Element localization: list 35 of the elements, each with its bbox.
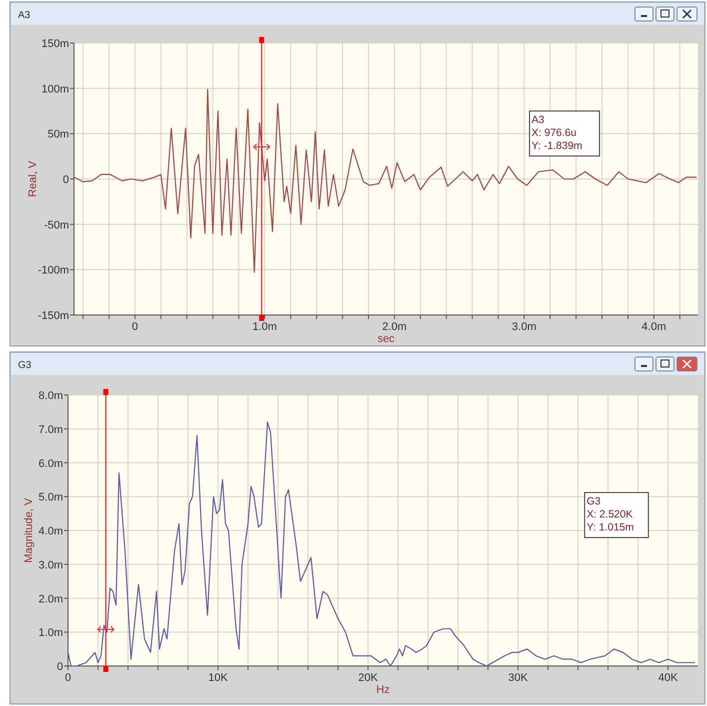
y-tick-label: -100m	[38, 264, 69, 277]
y-axis-title: Real, V	[27, 160, 39, 198]
y-tick-label: 5.0m	[38, 492, 63, 504]
y-tick-label: 100m	[41, 83, 69, 96]
y-tick-label: -50m	[44, 219, 69, 232]
line-series	[67, 422, 696, 667]
x-axis-title: sec	[377, 333, 396, 345]
x-tick-label: 3.0m	[512, 321, 536, 333]
x-tick-label: 20K	[358, 672, 378, 684]
y-tick-label: 7.0m	[38, 424, 63, 436]
x-axis-title: Hz	[376, 684, 390, 696]
y-tick-label: 50m	[48, 128, 69, 141]
x-tick-label: 40K	[658, 672, 678, 684]
y-tick-label: 1.0m	[38, 627, 63, 640]
chart-title: G3	[18, 360, 32, 371]
chart-title: A3	[18, 10, 31, 21]
x-tick-label: 30K	[508, 672, 528, 684]
x-tick-label: 1.0m	[252, 321, 277, 333]
x-tick-label: 2.0m	[382, 321, 407, 333]
annotation: A3 X: 976.6u Y: -1.839m	[532, 114, 583, 152]
y-tick-label: 4.0m	[38, 526, 63, 538]
y-tick-label: 0	[56, 661, 63, 673]
y-tick-label: -150m	[38, 310, 69, 322]
y-tick-label: 150m	[41, 38, 69, 50]
x-tick-label: 4.0m	[642, 321, 666, 333]
y-tick-label: 8.0m	[38, 390, 63, 402]
y-tick-label: 6.0m	[38, 458, 63, 470]
y-tick-label: 2.0m	[38, 593, 63, 606]
line-series	[73, 88, 698, 273]
y-axis-title: Magnitude, V	[23, 497, 35, 563]
annotation: G3 X: 2.520K Y: 1.015m	[586, 496, 634, 534]
x-tick-label: 0	[132, 321, 138, 333]
x-tick-label: 10K	[208, 672, 228, 684]
y-tick-label: 0	[62, 174, 69, 186]
y-tick-label: 3.0m	[38, 559, 63, 572]
